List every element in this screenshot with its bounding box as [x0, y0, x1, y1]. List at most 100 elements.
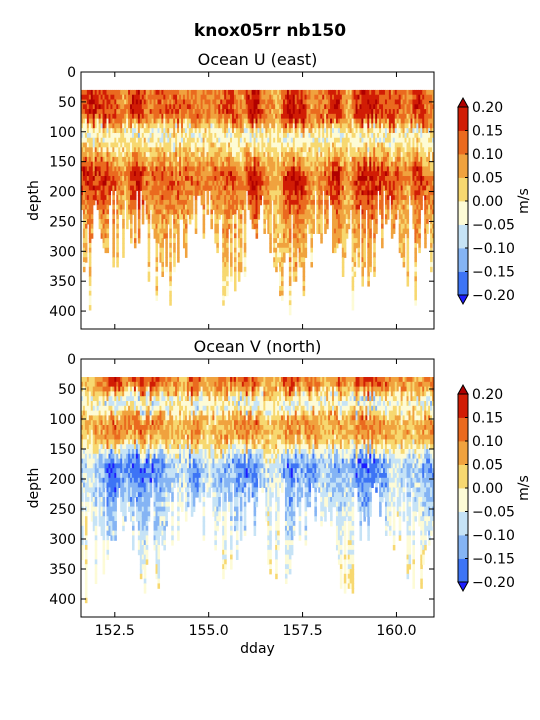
- heatmap-cell: [288, 281, 292, 287]
- heatmap-cell: [233, 142, 237, 148]
- heatmap-cell: [181, 109, 184, 115]
- heatmap-cell: [345, 94, 349, 101]
- heatmap-cell: [128, 204, 131, 211]
- heatmap-cell: [284, 128, 288, 134]
- heatmap-cell: [194, 209, 198, 215]
- heatmap-cell: [233, 176, 237, 182]
- heatmap-cell: [182, 242, 186, 249]
- heatmap-cell: [235, 185, 239, 191]
- heatmap-cell: [320, 190, 323, 196]
- heatmap-cell: [259, 142, 263, 148]
- heatmap-cell: [232, 161, 235, 168]
- heatmap-cell: [220, 161, 223, 168]
- heatmap-cell: [124, 176, 127, 182]
- heatmap-cell: [194, 104, 198, 110]
- heatmap-cell: [253, 104, 257, 110]
- heatmap-cell: [312, 156, 315, 163]
- heatmap-cell: [116, 180, 119, 187]
- heatmap-cell: [345, 171, 349, 177]
- heatmap-cell: [365, 123, 368, 129]
- heatmap-cell: [288, 285, 292, 292]
- heatmap-cell: [237, 180, 241, 187]
- heatmap-cell: [269, 195, 272, 201]
- heatmap-cell: [332, 180, 335, 187]
- heatmap-cell: [204, 118, 208, 124]
- heatmap-cell: [92, 109, 96, 115]
- heatmap-cell: [304, 118, 308, 124]
- heatmap-cell: [106, 118, 110, 124]
- heatmap-cell: [102, 99, 106, 105]
- heatmap-cell: [249, 156, 253, 163]
- heatmap-cell: [157, 137, 161, 144]
- heatmap-cell: [165, 209, 168, 215]
- heatmap-cell: [222, 128, 225, 134]
- heatmap-cell: [369, 99, 372, 105]
- heatmap-cell: [190, 152, 194, 158]
- heatmap-cell: [153, 233, 157, 239]
- heatmap-cell: [284, 209, 288, 215]
- heatmap-cell: [316, 147, 319, 153]
- heatmap-cell: [84, 190, 88, 196]
- heatmap-cell: [310, 247, 314, 254]
- heatmap-cell: [188, 156, 192, 163]
- heatmap-cell: [235, 190, 239, 196]
- heatmap-cell: [90, 118, 94, 124]
- heatmap-cell: [330, 99, 333, 105]
- heatmap-cell: [300, 204, 304, 211]
- heatmap-cell: [306, 137, 310, 144]
- heatmap-cell: [353, 152, 357, 158]
- heatmap-cell: [141, 99, 145, 105]
- heatmap-cell: [186, 156, 190, 163]
- heatmap-cell: [118, 128, 121, 134]
- heatmap-cell: [363, 152, 366, 158]
- heatmap-cell: [328, 109, 331, 115]
- heatmap-cell: [286, 94, 290, 101]
- heatmap-cell: [265, 204, 268, 211]
- heatmap-cell: [182, 109, 186, 115]
- heatmap-cell: [84, 94, 88, 101]
- heatmap-cell: [328, 176, 331, 182]
- heatmap-cell: [222, 247, 225, 254]
- heatmap-cell: [253, 199, 257, 206]
- heatmap-cell: [151, 89, 155, 96]
- heatmap-cell: [104, 128, 108, 134]
- heatmap-cell: [202, 147, 206, 153]
- heatmap-cell: [390, 104, 394, 110]
- heatmap-cell: [128, 89, 131, 96]
- heatmap-cell: [392, 228, 396, 234]
- heatmap-cell: [288, 290, 292, 297]
- heatmap-cell: [298, 161, 302, 168]
- heatmap-cell: [328, 128, 331, 134]
- heatmap-cell: [286, 166, 290, 172]
- heatmap-cell: [355, 99, 359, 105]
- heatmap-cell: [277, 104, 280, 110]
- heatmap-cell: [304, 214, 308, 220]
- heatmap-cell: [233, 252, 237, 258]
- heatmap-cell: [100, 147, 104, 153]
- heatmap-cell: [324, 156, 327, 163]
- heatmap-cell: [302, 152, 306, 158]
- heatmap-cell: [226, 233, 229, 239]
- heatmap-cell: [375, 152, 378, 158]
- heatmap-cell: [353, 109, 357, 115]
- heatmap-cell: [347, 137, 351, 144]
- heatmap-cell: [337, 214, 341, 220]
- heatmap-cell: [332, 109, 335, 115]
- heatmap-cell: [337, 113, 341, 120]
- heatmap-cell: [163, 185, 166, 191]
- heatmap-cell: [351, 271, 355, 277]
- heatmap-cell: [230, 242, 233, 249]
- heatmap-cell: [296, 171, 300, 177]
- heatmap-cell: [288, 161, 292, 168]
- heatmap-cell: [335, 228, 339, 234]
- heatmap-cell: [304, 228, 308, 234]
- heatmap-cell: [361, 219, 364, 225]
- heatmap-cell: [110, 123, 113, 129]
- heatmap-cell: [233, 156, 237, 163]
- heatmap-cell: [388, 123, 392, 129]
- heatmap-cell: [84, 223, 88, 230]
- heatmap-cell: [332, 247, 335, 254]
- heatmap-cell: [345, 204, 349, 211]
- heatmap-cell: [279, 185, 282, 191]
- heatmap-cell: [206, 137, 210, 144]
